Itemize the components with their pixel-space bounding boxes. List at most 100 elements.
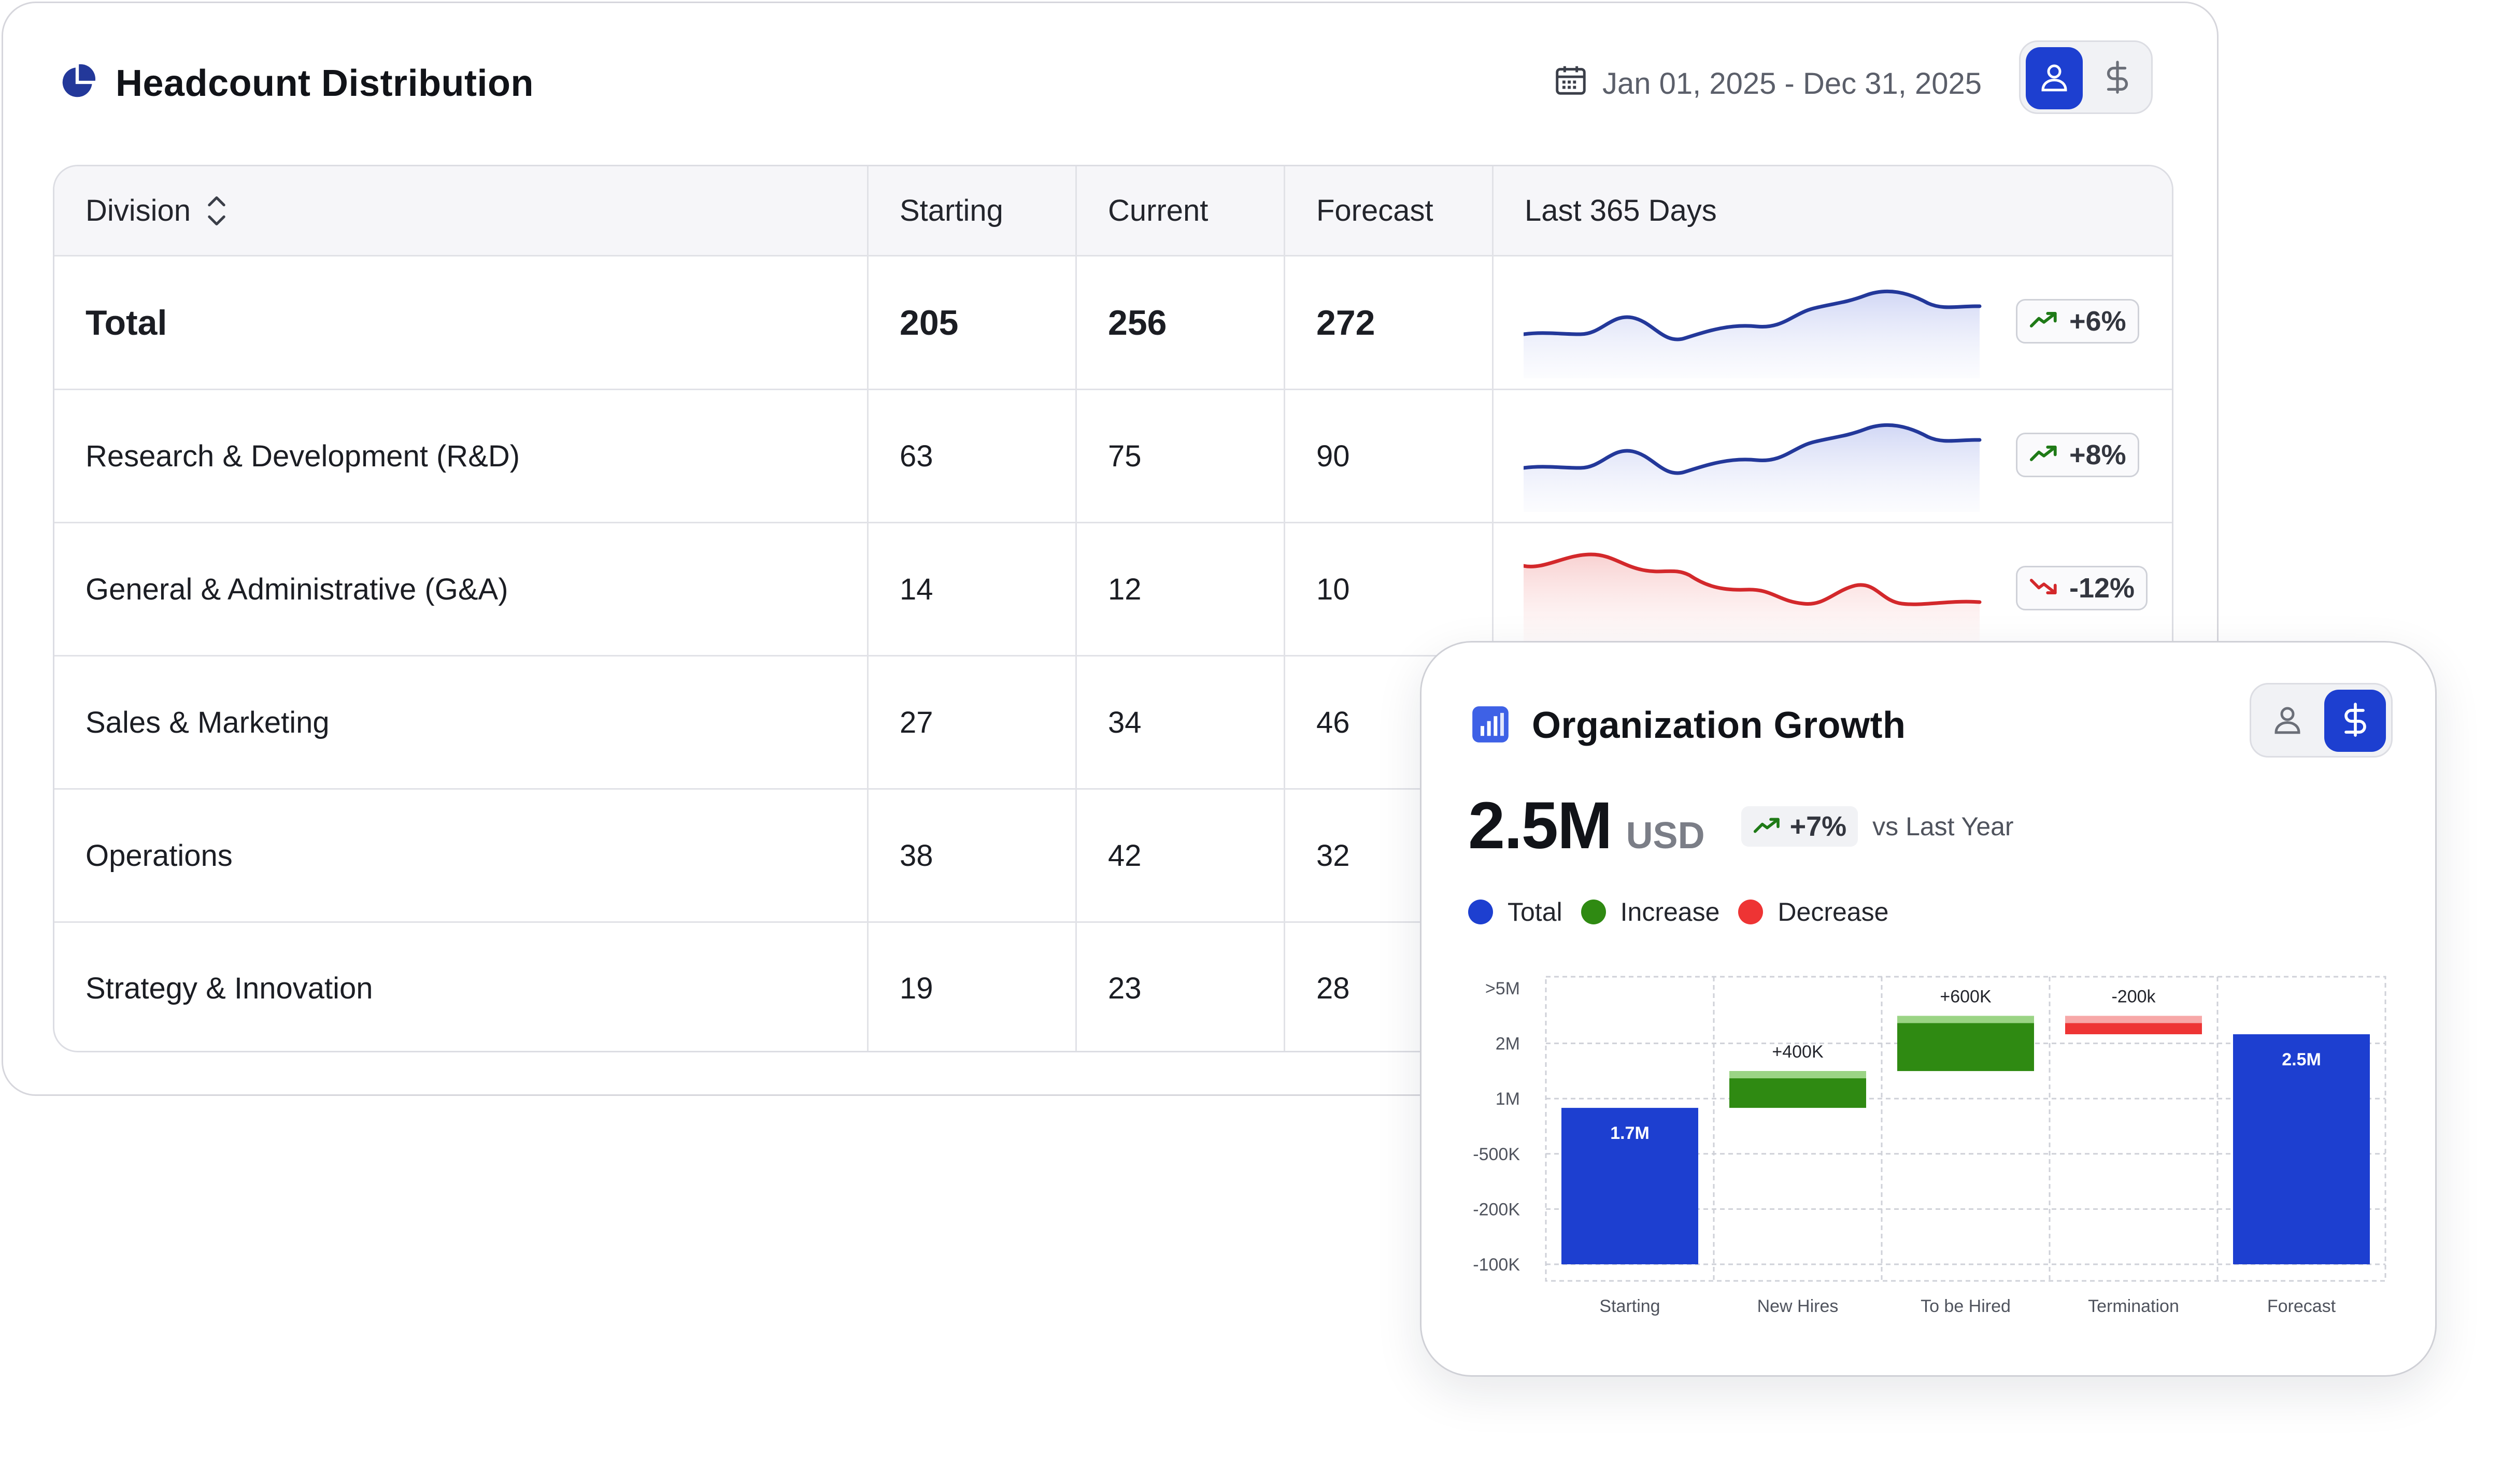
data-label: -200k bbox=[2111, 987, 2156, 1007]
legend-dot bbox=[1468, 900, 1493, 924]
x-tick-label: Forecast bbox=[2267, 1296, 2336, 1316]
growth-toggle-people-button[interactable] bbox=[2256, 690, 2318, 752]
current-cell: 34 bbox=[1108, 705, 1142, 739]
table-row: Operations 38 42 32 bbox=[54, 790, 2172, 923]
growth-delta-value: +7% bbox=[1789, 811, 1847, 842]
bar-to-be-hired bbox=[1897, 1016, 2034, 1072]
starting-cell: 14 bbox=[900, 572, 933, 606]
trend-up-icon bbox=[2029, 439, 2059, 471]
trend-up-icon bbox=[1753, 810, 1782, 843]
legend-item-total: Total bbox=[1468, 897, 1562, 927]
headcount-toggle-dollar-button[interactable] bbox=[2089, 47, 2146, 109]
y-tick-label: 1M bbox=[1496, 1089, 1520, 1109]
bar-highlight bbox=[1897, 1016, 2034, 1023]
forecast-column-header: Forecast bbox=[1316, 194, 1433, 227]
growth-delta-badge: +7% bbox=[1741, 806, 1858, 847]
sparkline-up bbox=[1524, 423, 1982, 512]
table-row: General & Administrative (G&A) 14 12 10 … bbox=[54, 523, 2172, 657]
organization-growth-card: Organization Growth 2.5M USD +7% bbox=[1420, 641, 2437, 1377]
division-column-header[interactable]: Division bbox=[54, 166, 869, 255]
x-tick-label: Starting bbox=[1599, 1296, 1660, 1316]
table-row: Sales & Marketing 27 34 46 bbox=[54, 657, 2172, 790]
change-badge: -12% bbox=[2016, 566, 2148, 610]
data-label: +400K bbox=[1772, 1042, 1824, 1062]
current-cell: 256 bbox=[1108, 303, 1167, 343]
forecast-cell: 90 bbox=[1316, 439, 1350, 473]
trend-column-header: Last 365 Days bbox=[1525, 194, 1717, 227]
sort-icon[interactable] bbox=[204, 193, 229, 229]
x-tick-label: Termination bbox=[2088, 1296, 2179, 1316]
legend-item-decrease: Decrease bbox=[1738, 897, 1888, 927]
sparkline-down bbox=[1524, 552, 1982, 645]
table-row: Strategy & Innovation 19 23 28 bbox=[54, 923, 2172, 1051]
data-label: +600K bbox=[1940, 987, 1992, 1007]
bar-chart-icon bbox=[1471, 705, 1510, 747]
trend-down-icon bbox=[2029, 572, 2059, 604]
person-icon bbox=[2270, 703, 2305, 739]
change-badge: +8% bbox=[2016, 433, 2139, 477]
chart-grid-frame bbox=[1545, 976, 2386, 1282]
headcount-distribution-card: Headcount Distribution Jan 01, 2025 - De… bbox=[2, 2, 2219, 1096]
legend-label: Increase bbox=[1620, 897, 1720, 926]
starting-column-header: Starting bbox=[900, 194, 1003, 227]
forecast-cell: 46 bbox=[1316, 705, 1350, 739]
growth-toggle-dollar-button[interactable] bbox=[2324, 690, 2386, 752]
date-range-label: Jan 01, 2025 - Dec 31, 2025 bbox=[1602, 66, 1982, 101]
current-cell: 42 bbox=[1108, 838, 1142, 873]
sparkline-up bbox=[1524, 289, 1982, 378]
growth-summary: 2.5M USD +7% vs Last Year bbox=[1468, 788, 2014, 865]
forecast-cell: 272 bbox=[1316, 303, 1375, 343]
y-tick-label: -100K bbox=[1473, 1255, 1520, 1275]
starting-cell: 63 bbox=[900, 439, 933, 473]
x-tick-label: To be Hired bbox=[1921, 1296, 2011, 1316]
column-divider bbox=[867, 166, 869, 1051]
headcount-toggle-people-button[interactable] bbox=[2026, 47, 2083, 109]
y-tick-label: -200K bbox=[1473, 1200, 1520, 1219]
legend-dot bbox=[1581, 900, 1606, 924]
data-label: 1.7M bbox=[1610, 1123, 1650, 1143]
chart-legend: Total Increase Decrease bbox=[1468, 891, 1907, 933]
growth-title: Organization Growth bbox=[1532, 705, 1906, 746]
pie-chart-icon bbox=[58, 63, 97, 105]
calendar-icon bbox=[1553, 62, 1589, 105]
page-title: Headcount Distribution bbox=[116, 63, 534, 104]
division-cell: Research & Development (R&D) bbox=[86, 439, 520, 473]
forecast-cell: 28 bbox=[1316, 972, 1350, 1005]
forecast-cell: 10 bbox=[1316, 572, 1350, 606]
data-label: 2.5M bbox=[2282, 1050, 2321, 1069]
legend-label: Decrease bbox=[1778, 897, 1889, 926]
bar-highlight bbox=[1729, 1071, 1866, 1079]
bar-starting bbox=[1561, 1108, 1698, 1264]
bar-forecast bbox=[2233, 1034, 2370, 1264]
x-tick-label: New Hires bbox=[1757, 1296, 1839, 1316]
starting-cell: 205 bbox=[900, 303, 959, 343]
dollar-icon bbox=[2337, 701, 2374, 741]
column-divider bbox=[1284, 166, 1285, 1051]
y-tick-label: >5M bbox=[1485, 979, 1520, 998]
column-divider bbox=[1075, 166, 1077, 1051]
person-icon bbox=[2037, 60, 2071, 97]
growth-value: 2.5M bbox=[1468, 789, 1613, 863]
forecast-cell: 32 bbox=[1316, 838, 1350, 873]
division-cell: Strategy & Innovation bbox=[86, 972, 373, 1005]
headcount-table: Division Starting Current Forecast Last … bbox=[53, 165, 2173, 1052]
y-tick-label: 2M bbox=[1496, 1034, 1520, 1054]
trend-up-icon bbox=[2029, 305, 2059, 337]
waterfall-chart: >5M 2M 1M -500K -200K -100K 1.7M Starting +400K N… bbox=[1473, 976, 2386, 1316]
growth-unit-toggle bbox=[2250, 683, 2393, 758]
change-value: +8% bbox=[2069, 439, 2126, 470]
current-cell: 75 bbox=[1108, 439, 1142, 473]
starting-cell: 38 bbox=[900, 838, 933, 873]
starting-cell: 19 bbox=[900, 972, 933, 1005]
change-badge: +6% bbox=[2016, 299, 2139, 344]
starting-cell: 27 bbox=[900, 705, 933, 739]
change-value: +6% bbox=[2069, 306, 2126, 337]
dollar-icon bbox=[2099, 59, 2136, 98]
y-tick-label: -500K bbox=[1473, 1145, 1520, 1164]
headcount-header: Headcount Distribution bbox=[58, 58, 534, 109]
change-value: -12% bbox=[2069, 573, 2135, 604]
legend-label: Total bbox=[1508, 897, 1562, 926]
table-row: Total 205 256 272 +6% bbox=[54, 256, 2172, 390]
bar-highlight bbox=[2065, 1016, 2202, 1023]
date-range-picker[interactable]: Jan 01, 2025 - Dec 31, 2025 bbox=[1553, 63, 1982, 104]
